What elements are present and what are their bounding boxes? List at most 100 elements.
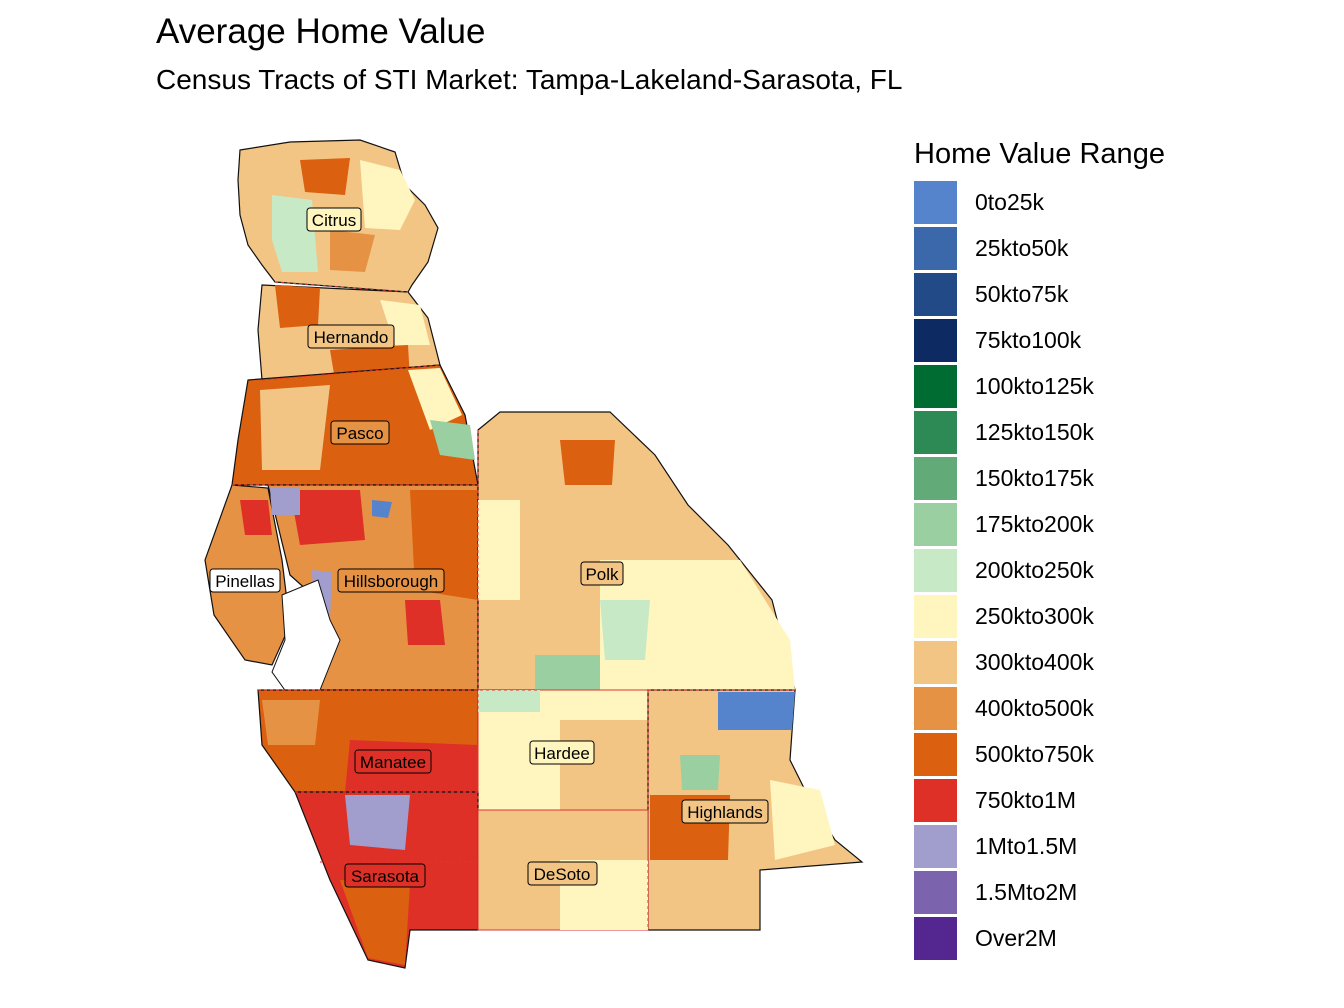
legend-item: 25kto50k bbox=[914, 225, 1165, 271]
tract bbox=[560, 440, 615, 485]
county-label-desoto: DeSoto bbox=[527, 861, 598, 886]
legend-swatch bbox=[914, 916, 957, 960]
tract bbox=[535, 655, 600, 690]
legend-swatch bbox=[914, 640, 957, 684]
legend-label: 75kto100k bbox=[975, 326, 1082, 353]
tract bbox=[345, 795, 410, 850]
choropleth-map: Citrus Hernando Pasco Pinellas Hillsboro… bbox=[204, 139, 864, 969]
svg-text:Manatee: Manatee bbox=[360, 753, 426, 772]
legend-item: 250kto300k bbox=[914, 593, 1165, 639]
legend-title: Home Value Range bbox=[914, 138, 1165, 170]
tract bbox=[560, 720, 648, 810]
legend-items: 0to25k 25kto50k 50kto75k 75kto100k 100kto125… bbox=[914, 179, 1165, 961]
legend-swatch bbox=[914, 410, 957, 454]
county-label-hillsborough: Hillsborough bbox=[337, 568, 445, 593]
tract bbox=[372, 500, 392, 518]
county-label-polk: Polk bbox=[580, 561, 624, 586]
legend-label: 300kto400k bbox=[975, 648, 1094, 675]
legend-label: 175kto200k bbox=[975, 510, 1094, 537]
legend-item: 300kto400k bbox=[914, 639, 1165, 685]
legend-label: 25kto50k bbox=[975, 234, 1069, 261]
tract bbox=[262, 700, 320, 745]
legend-item: 0to25k bbox=[914, 179, 1165, 225]
legend-item: 50kto75k bbox=[914, 271, 1165, 317]
legend-label: 500kto750k bbox=[975, 740, 1094, 767]
legend-swatch bbox=[914, 502, 957, 546]
legend-swatch bbox=[914, 456, 957, 500]
map-subtitle: Census Tracts of STI Market: Tampa-Lakel… bbox=[156, 64, 903, 95]
svg-text:Hardee: Hardee bbox=[534, 744, 590, 763]
legend-label: 750kto1M bbox=[975, 786, 1077, 813]
tract bbox=[770, 780, 835, 860]
tract bbox=[290, 490, 365, 545]
legend-item: 200kto250k bbox=[914, 547, 1165, 593]
legend-swatch bbox=[914, 318, 957, 362]
legend-swatch bbox=[914, 272, 957, 316]
tract bbox=[680, 755, 720, 790]
tract bbox=[478, 500, 520, 600]
legend-swatch bbox=[914, 180, 957, 224]
tract bbox=[270, 488, 300, 515]
legend-swatch bbox=[914, 824, 957, 868]
tract bbox=[718, 692, 795, 730]
legend-label: 1.5Mto2M bbox=[975, 878, 1078, 905]
svg-text:Hillsborough: Hillsborough bbox=[344, 572, 439, 591]
legend-item: 125kto150k bbox=[914, 409, 1165, 455]
legend-label: 125kto150k bbox=[975, 418, 1094, 445]
svg-text:Polk: Polk bbox=[585, 565, 619, 584]
legend-item: 100kto125k bbox=[914, 363, 1165, 409]
legend-label: 1Mto1.5M bbox=[975, 832, 1078, 859]
legend-item: 750kto1M bbox=[914, 777, 1165, 823]
tract bbox=[240, 500, 272, 535]
tract bbox=[340, 880, 410, 965]
map-title: Average Home Value bbox=[156, 12, 486, 51]
tract bbox=[405, 600, 445, 645]
legend-label: 400kto500k bbox=[975, 694, 1094, 721]
tract bbox=[260, 385, 330, 470]
legend-label: 150kto175k bbox=[975, 464, 1094, 491]
legend-item: Over2M bbox=[914, 915, 1165, 961]
legend-item: 1.5Mto2M bbox=[914, 869, 1165, 915]
legend-item: 150kto175k bbox=[914, 455, 1165, 501]
legend-label: 250kto300k bbox=[975, 602, 1094, 629]
legend-swatch bbox=[914, 226, 957, 270]
tract bbox=[300, 158, 350, 195]
county-label-manatee: Manatee bbox=[354, 749, 432, 774]
legend-swatch bbox=[914, 548, 957, 592]
legend-item: 500kto750k bbox=[914, 731, 1165, 777]
county-label-highlands: Highlands bbox=[681, 799, 769, 824]
tract bbox=[600, 560, 795, 690]
legend-swatch bbox=[914, 364, 957, 408]
county-label-hernando: Hernando bbox=[307, 324, 395, 349]
tract bbox=[360, 160, 415, 230]
legend-swatch bbox=[914, 686, 957, 730]
tract bbox=[478, 690, 540, 712]
legend-swatch bbox=[914, 778, 957, 822]
svg-text:Citrus: Citrus bbox=[312, 211, 356, 230]
legend-item: 1Mto1.5M bbox=[914, 823, 1165, 869]
county-label-sarasota: Sarasota bbox=[344, 863, 426, 888]
svg-text:Sarasota: Sarasota bbox=[351, 867, 420, 886]
tract bbox=[275, 285, 320, 328]
tract bbox=[272, 195, 318, 272]
legend-label: 0to25k bbox=[975, 188, 1045, 215]
tract bbox=[430, 420, 475, 460]
legend-swatch bbox=[914, 594, 957, 638]
legend-swatch bbox=[914, 870, 957, 914]
county-labels: Citrus Hernando Pasco Pinellas Hillsboro… bbox=[209, 207, 769, 888]
county-label-citrus: Citrus bbox=[306, 207, 362, 232]
legend-label: 100kto125k bbox=[975, 372, 1094, 399]
svg-text:Highlands: Highlands bbox=[687, 803, 763, 822]
legend-swatch bbox=[914, 732, 957, 776]
tract bbox=[600, 600, 650, 660]
svg-text:Pinellas: Pinellas bbox=[215, 572, 275, 591]
county-boundaries bbox=[232, 281, 795, 930]
county-label-pasco: Pasco bbox=[330, 420, 390, 445]
tract bbox=[330, 230, 375, 272]
svg-text:Pasco: Pasco bbox=[336, 424, 383, 443]
county-label-pinellas: Pinellas bbox=[209, 568, 281, 593]
legend-label: Over2M bbox=[975, 924, 1057, 951]
legend-item: 75kto100k bbox=[914, 317, 1165, 363]
legend: Home Value Range 0to25k 25kto50k 50kto75k 7… bbox=[914, 138, 1165, 961]
legend-label: 50kto75k bbox=[975, 280, 1069, 307]
